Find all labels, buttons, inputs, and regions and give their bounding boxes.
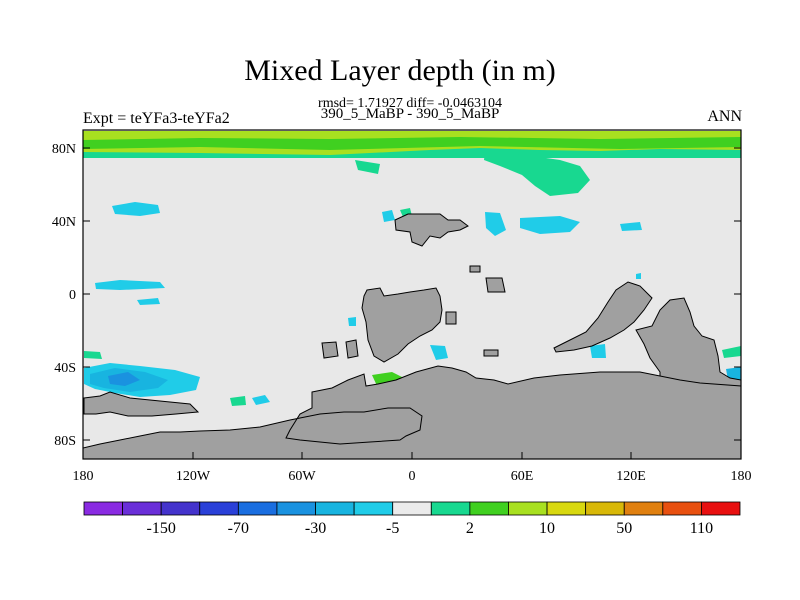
season-label: ANN [707,108,742,125]
x-tick-label: 120E [616,469,646,484]
plot-title: Mixed Layer depth (in m) [244,54,556,87]
y-tick-label: 40S [54,361,76,376]
x-tick-label: 180 [73,469,94,484]
colorbar-swatch [83,501,123,516]
colorbar-tick-label: -30 [305,520,326,537]
colorbar-swatch [160,501,201,516]
colorbar-tick-label: 110 [690,520,713,537]
land-small-island-2 [483,349,499,357]
colorbar-swatch [237,501,278,516]
colorbar-swatch [353,501,394,516]
plot-subtitle-stats: rmsd= 1.71927 diff= -0.0463104 [318,96,502,111]
x-axis-labels: 180 120W 60W 0 60E 120E 180 [73,469,752,484]
y-tick-label: 0 [69,288,76,303]
colorbar [83,501,741,516]
x-tick-label: 60W [288,469,316,484]
colorbar-tick-label: 2 [466,520,474,537]
colorbar-swatch [392,501,432,516]
land-antarctic-lobe [83,391,200,417]
plot-subtitle-runs: 390_5_MaBP - 390_5_MaBP [320,106,500,122]
colorbar-swatch [315,501,355,516]
colorbar-swatch [623,501,664,516]
colorbar-tick-label: -5 [386,520,399,537]
x-tick-label: 120W [176,469,211,484]
land-west-chunk [321,341,339,359]
arctic-difference-band [83,131,741,158]
colorbar-swatch [430,501,471,516]
colorbar-swatch [469,501,509,516]
land-island-east [445,311,457,325]
colorbar-swatch [662,501,702,516]
x-tick-label: 60E [511,469,534,484]
land-eastern-continent [635,297,742,396]
colorbar-swatch [122,501,162,516]
y-tick-label: 80S [54,434,76,449]
colorbar-tick-label: 50 [616,520,632,537]
axis-ticks [82,147,742,459]
colorbar-swatch [585,501,625,516]
colorbar-swatch [701,501,741,516]
land-southern-chunk [345,339,359,359]
colorbar-tick-label: -150 [147,520,176,537]
land-small-island [469,265,481,273]
colorbar-swatch [199,501,239,516]
y-tick-label: 40N [52,215,76,230]
colorbar-tick-label: -70 [228,520,249,537]
y-axis-labels: 80N 40N 0 40S 80S [52,142,76,449]
y-tick-label: 80N [52,142,76,157]
colorbar-swatch [276,501,316,516]
colorbar-swatch [546,501,587,516]
land-masses [82,213,742,460]
x-tick-label: 180 [731,469,752,484]
land-west-asia [394,213,469,247]
land-eastern-arc [553,281,653,353]
experiment-label: Expt = teYFa3-teYFa2 [83,110,230,127]
x-tick-label: 0 [409,469,416,484]
land-central-continent [361,287,443,363]
land-southern-mainland [82,365,742,460]
land-small-block [485,277,506,293]
colorbar-swatch [508,501,548,516]
colorbar-tick-label: 10 [539,520,555,537]
colorbar-labels: -150 -70 -30 -5 2 10 50 110 [147,520,714,537]
